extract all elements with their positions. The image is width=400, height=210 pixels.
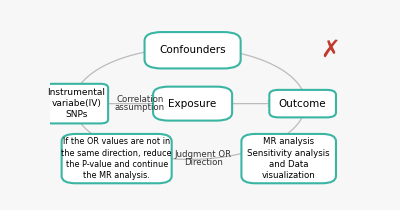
- FancyBboxPatch shape: [269, 90, 336, 117]
- Text: MR analysis
Sensitivity analysis
and Data
visualization: MR analysis Sensitivity analysis and Dat…: [247, 138, 330, 180]
- FancyBboxPatch shape: [144, 32, 241, 68]
- Text: Exposure: Exposure: [168, 99, 217, 109]
- Text: Judgment OR: Judgment OR: [174, 150, 232, 159]
- Text: ✗: ✗: [321, 38, 340, 62]
- Text: Correlation: Correlation: [116, 95, 164, 104]
- FancyBboxPatch shape: [44, 84, 108, 123]
- Text: assumption: assumption: [115, 103, 165, 112]
- Text: If the OR values are not in
the same direction, reduce
the P-value and continue
: If the OR values are not in the same dir…: [62, 138, 172, 180]
- FancyBboxPatch shape: [242, 134, 336, 183]
- Text: Confounders: Confounders: [159, 45, 226, 55]
- Text: Outcome: Outcome: [279, 99, 326, 109]
- Text: Instrumental
variabe(IV)
SNPs: Instrumental variabe(IV) SNPs: [47, 88, 105, 119]
- FancyBboxPatch shape: [153, 87, 232, 121]
- FancyBboxPatch shape: [62, 134, 172, 183]
- Text: Direction: Direction: [184, 158, 222, 167]
